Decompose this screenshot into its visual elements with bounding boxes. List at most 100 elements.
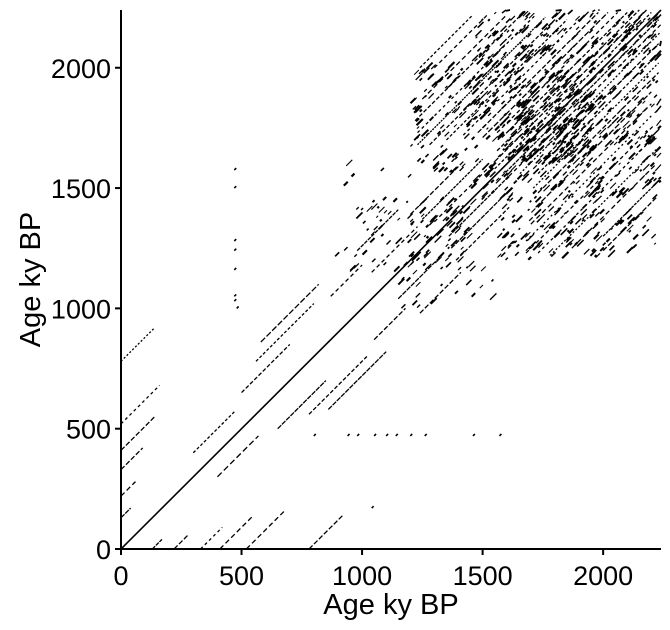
recurrence-dash — [579, 161, 584, 167]
recurrence-dash — [470, 182, 478, 190]
recurrence-dash — [543, 184, 551, 192]
recurrence-dash — [503, 142, 509, 147]
recurrence-dash — [611, 116, 620, 125]
recurrence-dash — [556, 27, 565, 35]
recurrence-dash — [524, 137, 532, 144]
recurrence-dash — [407, 238, 412, 244]
recurrence-dash — [506, 169, 513, 176]
recurrence-dash — [576, 58, 582, 64]
recurrence-dash — [588, 102, 594, 108]
recurrence-dash — [420, 159, 425, 164]
recurrence-dash — [477, 96, 483, 102]
recurrence-dash — [514, 251, 520, 257]
recurrence-dash — [501, 245, 507, 252]
recurrence-dash — [495, 177, 500, 181]
recurrence-dash — [520, 135, 524, 140]
recurrence-dash — [538, 123, 544, 129]
recurrence-dash — [471, 136, 476, 141]
recurrence-dash — [653, 242, 657, 245]
recurrence-dash — [459, 250, 466, 256]
recurrence-dash — [547, 20, 554, 27]
recurrence-line-upper-29 — [421, 14, 508, 100]
recurrence-dash — [635, 27, 639, 31]
recurrence-dash — [551, 60, 558, 67]
recurrence-dash — [571, 125, 575, 130]
recurrence-dash — [544, 95, 551, 102]
recurrence-dash — [513, 240, 518, 244]
recurrence-dash — [602, 46, 611, 55]
recurrence-dash — [516, 173, 523, 180]
recurrence-dash — [509, 15, 516, 21]
recurrence-dash — [599, 246, 605, 252]
recurrence-dash — [651, 135, 656, 140]
recurrence-dash — [566, 93, 573, 100]
recurrence-dash — [573, 101, 580, 108]
recurrence-dash — [563, 27, 568, 32]
recurrence-dash — [425, 132, 429, 137]
recurrence-dash — [492, 93, 497, 98]
recurrence-dash — [618, 106, 625, 113]
recurrence-dash — [570, 132, 574, 136]
recurrence-dash — [464, 82, 472, 90]
recurrence-dash — [528, 216, 534, 222]
recurrence-dash — [636, 143, 641, 149]
recurrence-dash — [507, 112, 512, 116]
recurrence-dash — [487, 75, 493, 81]
recurrence-dash — [537, 119, 544, 126]
recurrence-dash — [415, 72, 423, 81]
recurrence-dash — [576, 239, 585, 247]
recurrence-dash — [530, 113, 537, 121]
recurrence-line-upper-1 — [120, 447, 144, 471]
recurrence-dash — [545, 127, 552, 134]
recurrence-dash — [615, 218, 623, 227]
recurrence-dash — [526, 154, 530, 158]
recurrence-dash — [535, 158, 542, 164]
recurrence-dash — [527, 92, 535, 99]
recurrence-dash — [483, 169, 491, 177]
recurrence-dash — [526, 33, 532, 38]
recurrence-dash — [438, 166, 445, 173]
recurrence-dash — [516, 143, 525, 152]
recurrence-dash — [540, 224, 545, 228]
recurrence-dash — [619, 42, 627, 51]
recurrence-dash — [514, 150, 518, 154]
recurrence-dash — [575, 92, 580, 96]
recurrence-dash — [577, 69, 582, 74]
recurrence-dash — [521, 44, 528, 51]
recurrence-dash — [636, 113, 641, 118]
recurrence-dash — [558, 76, 562, 80]
recurrence-dash — [441, 161, 446, 166]
recurrence-dash — [586, 144, 590, 149]
recurrence-dash — [613, 141, 618, 146]
recurrence-dash — [609, 182, 617, 189]
recurrence-dash — [520, 119, 526, 126]
recurrence-dash — [478, 51, 486, 59]
recurrence-dash — [403, 261, 408, 266]
recurrence-dash — [559, 179, 563, 183]
plot-area — [120, 9, 662, 550]
recurrence-dash — [547, 121, 553, 127]
recurrence-dash — [467, 79, 473, 86]
recurrence-dash — [551, 113, 555, 118]
recurrence-dash — [568, 148, 576, 155]
recurrence-dash — [501, 9, 507, 14]
recurrence-dash — [485, 47, 490, 53]
recurrence-dash — [622, 131, 630, 139]
recurrence-dash — [486, 90, 492, 96]
recurrence-dash — [350, 172, 356, 178]
recurrence-dash — [655, 50, 662, 57]
recurrence-dash — [457, 72, 461, 76]
recurrence-dash — [543, 81, 549, 86]
recurrence-dash — [492, 30, 499, 37]
recurrence-dash — [615, 37, 620, 41]
recurrence-dash — [556, 106, 563, 112]
recurrence-dash — [425, 235, 433, 244]
recurrence-dash — [489, 161, 497, 170]
recurrence-dash — [432, 154, 439, 161]
recurrence-dash — [567, 117, 573, 123]
recurrence-dash — [430, 64, 437, 70]
recurrence-dash — [607, 53, 612, 58]
recurrence-dash — [568, 155, 577, 164]
recurrence-line-upper-9 — [260, 283, 320, 343]
recurrence-dash — [419, 77, 423, 82]
